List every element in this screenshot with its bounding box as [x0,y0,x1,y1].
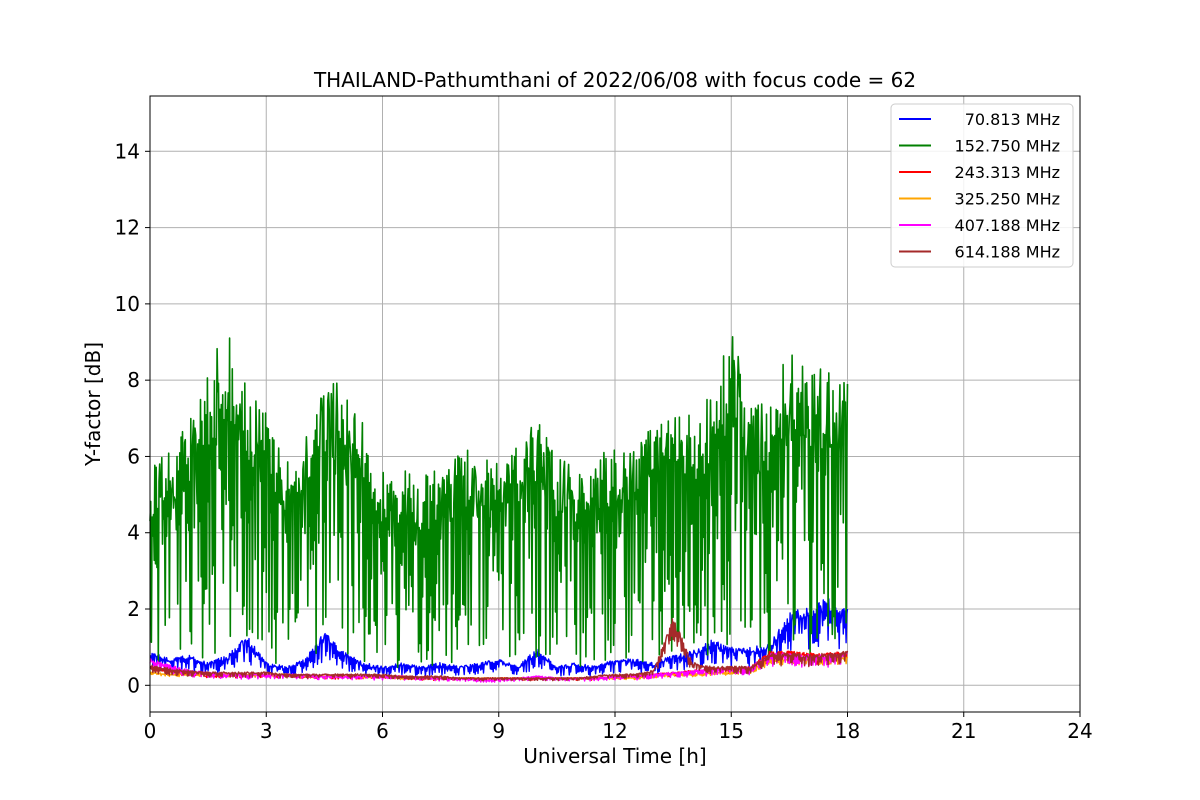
legend-label: 614.188 MHz [955,243,1060,262]
y-tick-label: 6 [127,444,140,468]
legend-label: 152.750 MHz [955,137,1060,156]
y-axis-label: Y-factor [dB] [81,342,105,467]
series-line [149,618,849,682]
legend-box [890,103,1074,268]
y-tick-label: 2 [127,597,140,621]
y-tick-label: 10 [115,292,140,316]
x-tick-label: 3 [260,719,273,743]
x-tick-label: 9 [492,719,505,743]
x-tick-label: 6 [376,719,389,743]
series-line [149,335,849,669]
chart-title: THAILAND-Pathumthani of 2022/06/08 with … [313,68,916,92]
y-tick-label: 0 [127,673,140,697]
x-tick-label: 15 [719,719,744,743]
legend-label: 243.313 MHz [955,163,1060,182]
x-axis-label: Universal Time [h] [523,744,706,768]
legend-label: 407.188 MHz [955,216,1060,235]
x-tick-label: 0 [144,719,157,743]
y-tick-label: 14 [115,139,140,163]
y-tick-label: 12 [115,216,140,240]
x-axis: 0 3 6 9 12 15 18 21 24 [144,712,1093,743]
y-tick-label: 8 [127,368,140,392]
legend: 70.813 MHz 152.750 MHz 243.313 MHz 325.250 … [890,103,1074,268]
x-tick-label: 24 [1067,719,1092,743]
y-tick-label: 4 [127,521,140,545]
series-layer [149,335,849,683]
x-tick-label: 21 [951,719,976,743]
y-axis: 0 2 4 6 8 10 12 14 [115,139,150,697]
legend-label: 70.813 MHz [965,110,1060,129]
x-tick-label: 12 [602,719,627,743]
legend-label: 325.250 MHz [955,190,1060,209]
x-tick-label: 18 [835,719,860,743]
